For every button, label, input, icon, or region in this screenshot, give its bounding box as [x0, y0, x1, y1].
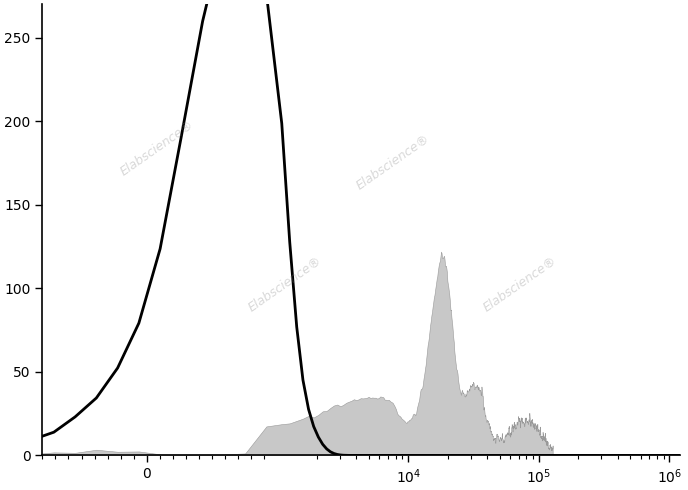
- Text: Elabscience®: Elabscience®: [246, 254, 324, 314]
- Text: Elabscience®: Elabscience®: [354, 132, 432, 192]
- Text: Elabscience®: Elabscience®: [118, 119, 196, 179]
- Text: Elabscience®: Elabscience®: [482, 254, 559, 314]
